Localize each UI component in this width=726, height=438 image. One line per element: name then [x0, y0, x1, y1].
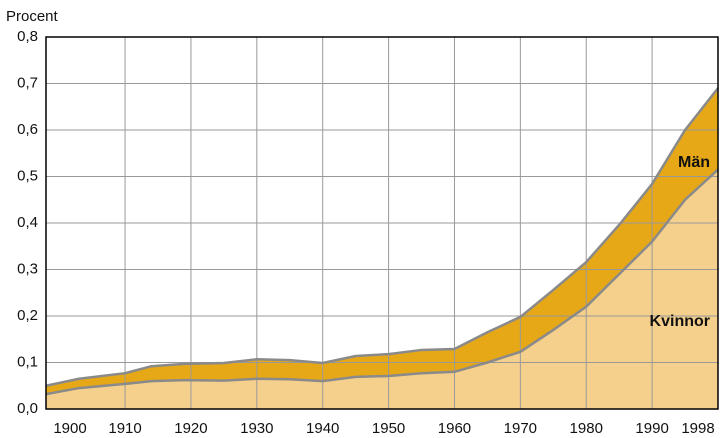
x-tick-label: 1990 — [635, 420, 668, 437]
y-tick-label: 0,7 — [17, 74, 38, 91]
y-tick-label: 0,8 — [17, 28, 38, 45]
area — [46, 88, 718, 395]
x-tick-label: 1900 — [53, 420, 86, 437]
x-tick-label: 1910 — [108, 420, 141, 437]
series-label: Kvinnor — [650, 313, 710, 330]
x-tick-label: 1920 — [174, 420, 207, 437]
area — [46, 169, 718, 409]
area-line — [45, 168, 719, 396]
x-tick-label: 1960 — [438, 420, 471, 437]
y-tick-label: 0,2 — [17, 307, 38, 324]
y-tick-label: 0,6 — [17, 121, 38, 138]
y-axis-label: Procent — [6, 8, 59, 25]
y-tick-label: 0,4 — [17, 214, 38, 231]
area-line — [45, 87, 719, 387]
y-tick-label: 0,5 — [17, 167, 38, 184]
x-tick-label: 1970 — [504, 420, 537, 437]
x-tick-label: 1950 — [372, 420, 405, 437]
series-label: Män — [678, 154, 710, 171]
x-tick-label: 1930 — [240, 420, 273, 437]
y-tick-label: 0,0 — [17, 400, 38, 417]
x-tick-label: 1980 — [570, 420, 603, 437]
y-tick-label: 0,1 — [17, 353, 38, 370]
plot-frame — [45, 36, 719, 410]
x-tick-label: 1998 — [681, 420, 714, 437]
x-tick-label: 1940 — [306, 420, 339, 437]
y-tick-label: 0,3 — [17, 260, 38, 277]
